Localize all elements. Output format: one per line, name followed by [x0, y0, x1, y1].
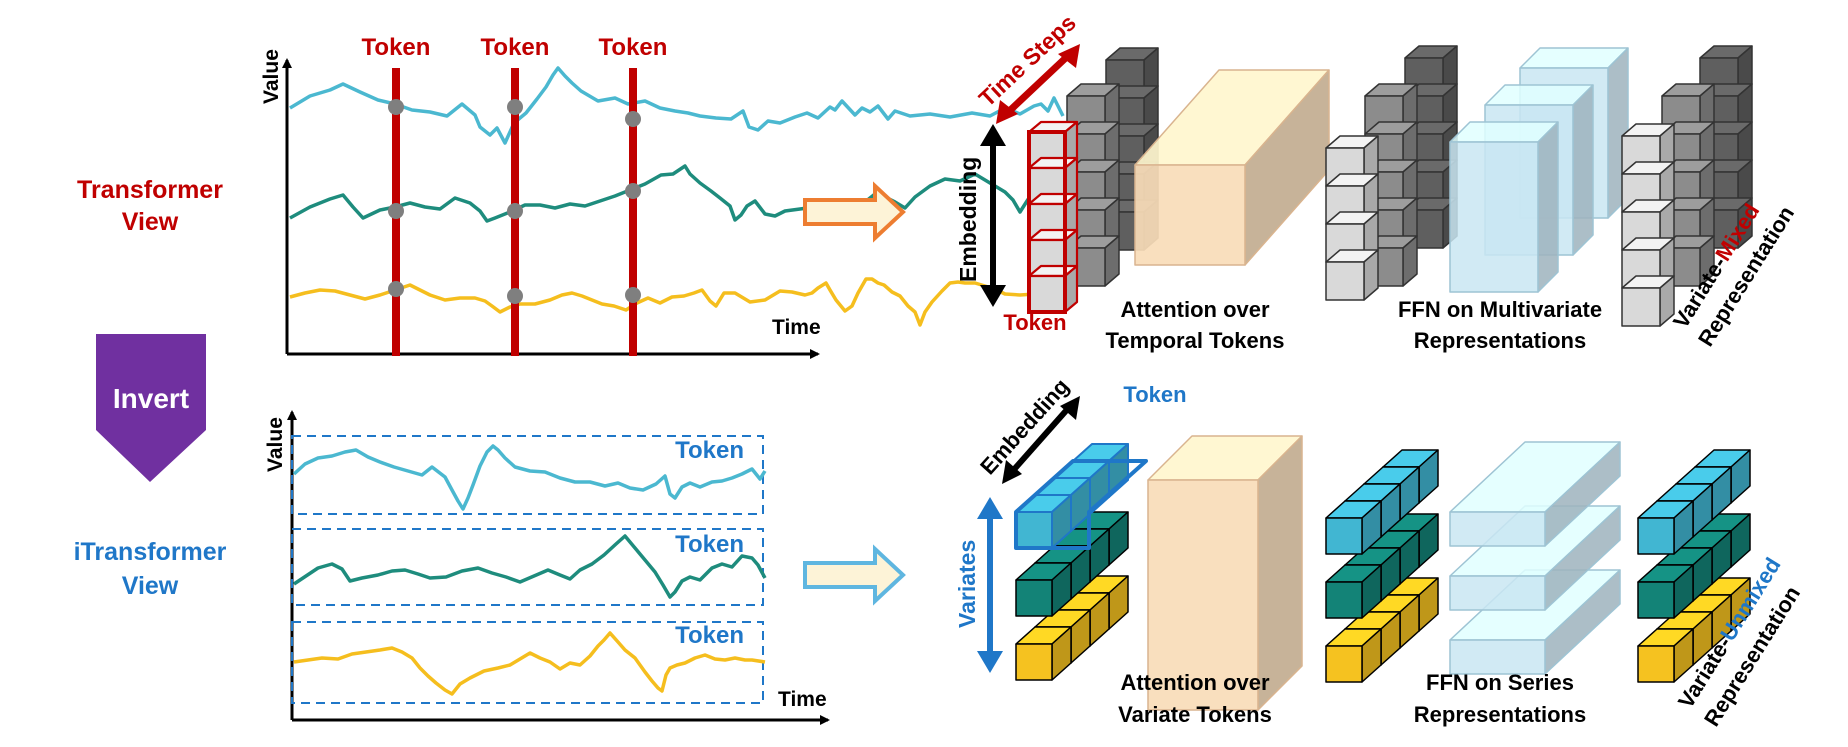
svg-text:View: View [122, 208, 179, 236]
top-attention-box [1134, 164, 1246, 266]
top-token-dots [388, 99, 641, 304]
bottom-token-row [1015, 511, 1053, 549]
top-xlabel: Time [772, 316, 821, 339]
bottom-xlabel: Time [778, 688, 827, 711]
bottom-ylabel: Value [264, 417, 287, 472]
bottom-attention-box [1147, 479, 1259, 711]
top-block-arrow [803, 181, 906, 243]
top-embedding-label: Embedding [955, 157, 981, 282]
top-rep-column-front [1621, 287, 1661, 327]
bottom-token-label-1: Token [675, 437, 744, 464]
top-series-yellow [289, 277, 1063, 327]
top-token-highlight [1027, 130, 1067, 314]
bottom-token-label-3: Token [675, 622, 744, 649]
svg-text:Invert: Invert [113, 383, 189, 414]
svg-text:Transformer: Transformer [77, 176, 223, 204]
top-ffn-box-mid [1572, 84, 1594, 256]
bottom-ffn-slab-3 [1449, 639, 1546, 675]
top-token-label-2: Token [481, 34, 550, 61]
svg-text:iTransformer: iTransformer [74, 538, 227, 566]
bottom-block-arrow [803, 544, 906, 606]
bottom-rep-row-yellow [1637, 645, 1675, 683]
bottom-mid-row-green [1325, 581, 1363, 619]
top-ffn-box-front [1449, 141, 1539, 293]
top-series-teal [289, 66, 1065, 145]
top-embedding-arrow [980, 124, 1006, 307]
bottom-plot: Value Time Token Token Token [264, 410, 830, 725]
bottom-attention-label-2: Variate Tokens [1118, 702, 1272, 727]
bottom-embedding-label: Embedding [975, 374, 1074, 480]
bottom-mid-row-yellow [1325, 645, 1363, 683]
top-token-label-1: Token [362, 34, 431, 61]
top-plot: Value Time Token Token Token [260, 34, 1067, 359]
bottom-attention-label-1: Attention over [1120, 670, 1270, 695]
bottom-series-teal [292, 444, 767, 511]
bottom-attention-box [1257, 435, 1303, 711]
top-ffn-label-1: FFN on Multivariate [1398, 297, 1602, 322]
top-series-green [289, 164, 1067, 223]
bottom-series-green [293, 534, 767, 599]
top-ffn-label-2: Representations [1414, 328, 1586, 353]
bottom-embedding-arrow [1002, 396, 1080, 484]
top-token-label: Token [1003, 310, 1066, 335]
top-attention-label-2: Temporal Tokens [1106, 328, 1285, 353]
top-ffn-box-front [1537, 121, 1559, 293]
itransformer-view-label: iTransformer View [74, 538, 227, 600]
bottom-token-highlight [1014, 459, 1148, 550]
bottom-token-box-2 [291, 528, 764, 606]
bottom-input-row-yellow [1015, 643, 1053, 681]
bottom-rep-row-green [1637, 581, 1675, 619]
bottom-mid-row-teal [1325, 517, 1363, 555]
top-token-label-3: Token [599, 34, 668, 61]
top-ylabel: Value [260, 49, 283, 104]
bottom-token-label: Token [1123, 382, 1186, 407]
architecture-shapes [1014, 45, 1753, 711]
bottom-series-yellow [293, 631, 766, 696]
bottom-ffn-slab-2 [1449, 575, 1546, 611]
bottom-input-row-green [1015, 579, 1053, 617]
bottom-ffn-slab-1 [1449, 511, 1546, 547]
bottom-ffn-label-2: Representations [1414, 702, 1586, 727]
bottom-rep-row-teal [1637, 517, 1675, 555]
bottom-ffn-label-1: FFN on Series [1426, 670, 1574, 695]
time-steps-arrow [996, 44, 1080, 124]
top-token-column [1027, 274, 1067, 314]
variates-arrow [977, 497, 1003, 673]
top-mid-column-front [1325, 261, 1365, 301]
variates-label: Variates [954, 540, 980, 628]
svg-text:View: View [122, 572, 179, 600]
invert-arrow: Invert [96, 334, 206, 482]
bottom-token-label-2: Token [675, 531, 744, 558]
top-attention-label-1: Attention over [1120, 297, 1270, 322]
transformer-view-label: Transformer View [77, 176, 223, 236]
